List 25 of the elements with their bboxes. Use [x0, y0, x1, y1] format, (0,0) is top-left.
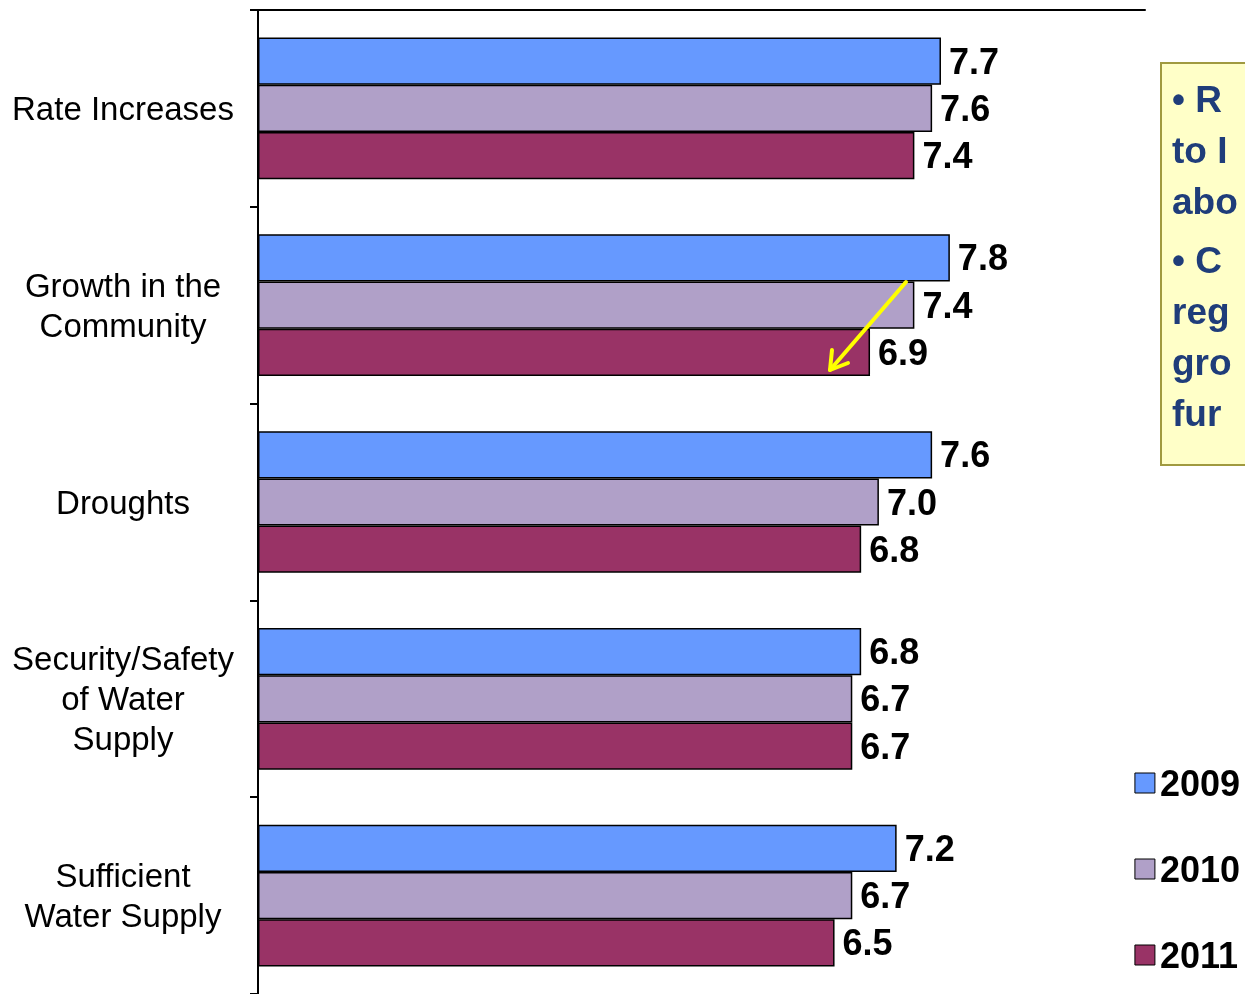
data-label: 7.4	[922, 135, 973, 177]
y-tick-label: Growth in the Community	[24, 266, 222, 344]
data-label: 7.4	[922, 284, 973, 326]
data-label: 7.0	[886, 481, 937, 523]
data-label: 6.5	[842, 922, 893, 964]
data-label: 6.7	[860, 678, 911, 720]
data-label: 7.2	[904, 827, 955, 869]
text: • R to I abo	[1172, 78, 1239, 224]
legend-label: 2011	[1159, 934, 1239, 976]
data-label: 7.6	[940, 434, 991, 476]
data-label: 6.9	[878, 331, 929, 373]
text: • C reg gro fur	[1172, 239, 1233, 436]
data-label: 6.7	[860, 725, 911, 767]
data-label: 6.8	[869, 528, 920, 570]
data-label: 7.6	[940, 87, 991, 129]
y-tick-label: Security/Safety of Water Supply	[12, 640, 235, 758]
legend-label: 2010	[1159, 848, 1241, 890]
data-label: 6.7	[860, 875, 911, 917]
data-label: 7.8	[957, 237, 1008, 279]
y-tick-label: Droughts	[56, 483, 190, 521]
legend-label: 2009	[1159, 762, 1241, 804]
data-label: 6.8	[869, 631, 920, 673]
y-tick-label: Rate Increases	[12, 89, 234, 127]
y-tick-label: Sufficient Water Supply	[24, 857, 222, 935]
data-label: 7.7	[948, 40, 1000, 82]
